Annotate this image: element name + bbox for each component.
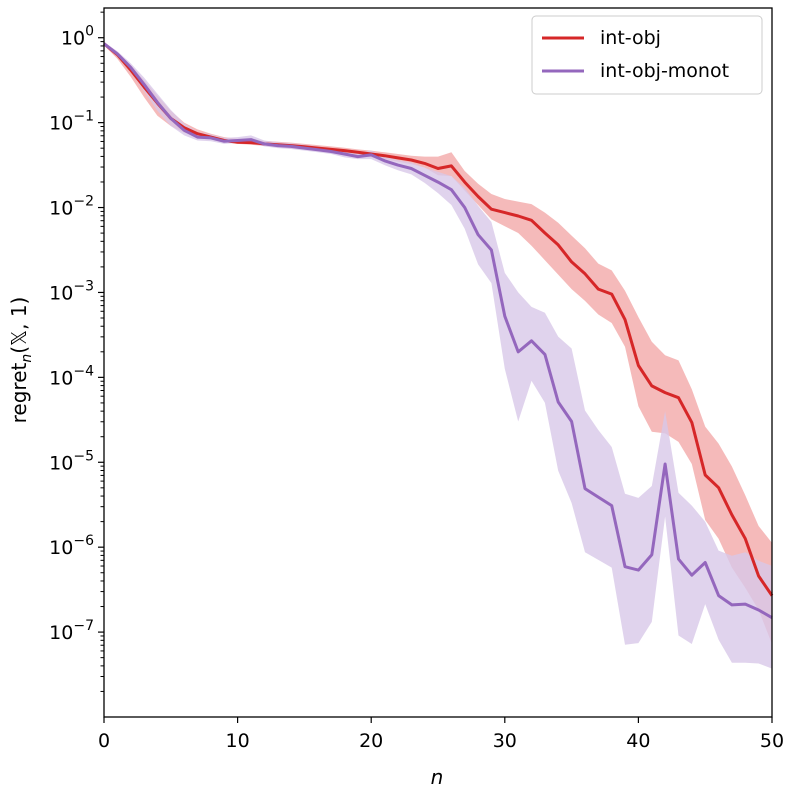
line-int-obj-monot — [103, 42, 773, 620]
x-tick-label-0: 0 — [98, 730, 110, 752]
band-int-obj — [104, 42, 772, 645]
y-axis-label-main: regret — [7, 363, 31, 424]
y-tick-label--1: 10−1 — [49, 109, 94, 135]
y-tick-label--2: 10−2 — [49, 194, 94, 220]
plot-frame — [103, 7, 773, 718]
series-lines — [103, 42, 774, 620]
legend-label-int-obj: int-obj — [600, 27, 661, 49]
y-tick-label--6: 10−6 — [49, 533, 94, 559]
x-tick-label-50: 50 — [760, 730, 784, 752]
legend: int-obj int-obj-monot — [531, 15, 763, 95]
y-axis-label-subscript: n — [19, 354, 35, 363]
x-axis-label: n — [431, 765, 444, 789]
x-tick-label-30: 30 — [493, 730, 517, 752]
band-int-obj-monot — [104, 42, 772, 669]
y-tick-label--3: 10−3 — [49, 278, 94, 304]
y-tick-label--4: 10−4 — [49, 363, 94, 389]
y-axis-label-args: (𝕏, 1) — [7, 297, 31, 354]
y-tick-label--5: 10−5 — [49, 448, 94, 474]
y-tick-label--7: 10−7 — [49, 618, 94, 644]
x-tick-label-40: 40 — [626, 730, 650, 752]
x-axis-ticks: 0 10 20 30 40 50 — [98, 717, 784, 752]
legend-label-int-obj-monot: int-obj-monot — [600, 60, 729, 82]
y-axis-ticks: 100 10−1 10−2 10−3 10−4 10−5 10−6 10−7 — [49, 11, 104, 692]
x-tick-label-20: 20 — [359, 730, 383, 752]
x-tick-label-10: 10 — [226, 730, 250, 752]
confidence-bands — [104, 42, 772, 669]
legend-box — [531, 15, 763, 95]
y-tick-label-0: 100 — [61, 24, 94, 50]
y-axis-label: regretn(𝕏, 1) — [7, 297, 35, 424]
